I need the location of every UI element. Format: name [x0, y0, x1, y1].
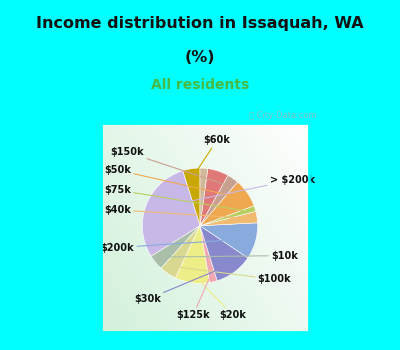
Wedge shape — [200, 182, 254, 226]
Wedge shape — [200, 211, 258, 226]
Wedge shape — [200, 206, 256, 226]
Text: $40k: $40k — [104, 205, 246, 218]
Wedge shape — [200, 175, 238, 226]
Text: $60k: $60k — [194, 135, 230, 175]
Text: $125k: $125k — [176, 276, 210, 320]
Text: $100k: $100k — [176, 267, 291, 285]
Text: $150k: $150k — [111, 147, 225, 185]
Wedge shape — [200, 168, 208, 226]
Text: $50k: $50k — [104, 165, 238, 197]
Wedge shape — [151, 226, 200, 268]
Wedge shape — [200, 223, 258, 258]
Text: $30k: $30k — [134, 266, 227, 304]
Wedge shape — [200, 169, 228, 226]
Text: > $200k: > $200k — [157, 175, 315, 208]
Text: $10k: $10k — [165, 251, 298, 260]
Text: All residents: All residents — [151, 78, 249, 92]
Text: Income distribution in Issaquah, WA: Income distribution in Issaquah, WA — [36, 16, 364, 31]
Text: $20k: $20k — [195, 276, 246, 320]
Text: $200k: $200k — [101, 239, 244, 253]
Text: (%): (%) — [185, 50, 215, 65]
Text: $75k: $75k — [104, 185, 244, 211]
Wedge shape — [183, 168, 200, 226]
Wedge shape — [142, 171, 200, 256]
Text: ⓘ City-Data.com: ⓘ City-Data.com — [249, 111, 317, 120]
Wedge shape — [200, 226, 217, 282]
Wedge shape — [176, 226, 210, 284]
Wedge shape — [200, 226, 248, 281]
Wedge shape — [161, 226, 200, 278]
Bar — [101, 123, 309, 332]
